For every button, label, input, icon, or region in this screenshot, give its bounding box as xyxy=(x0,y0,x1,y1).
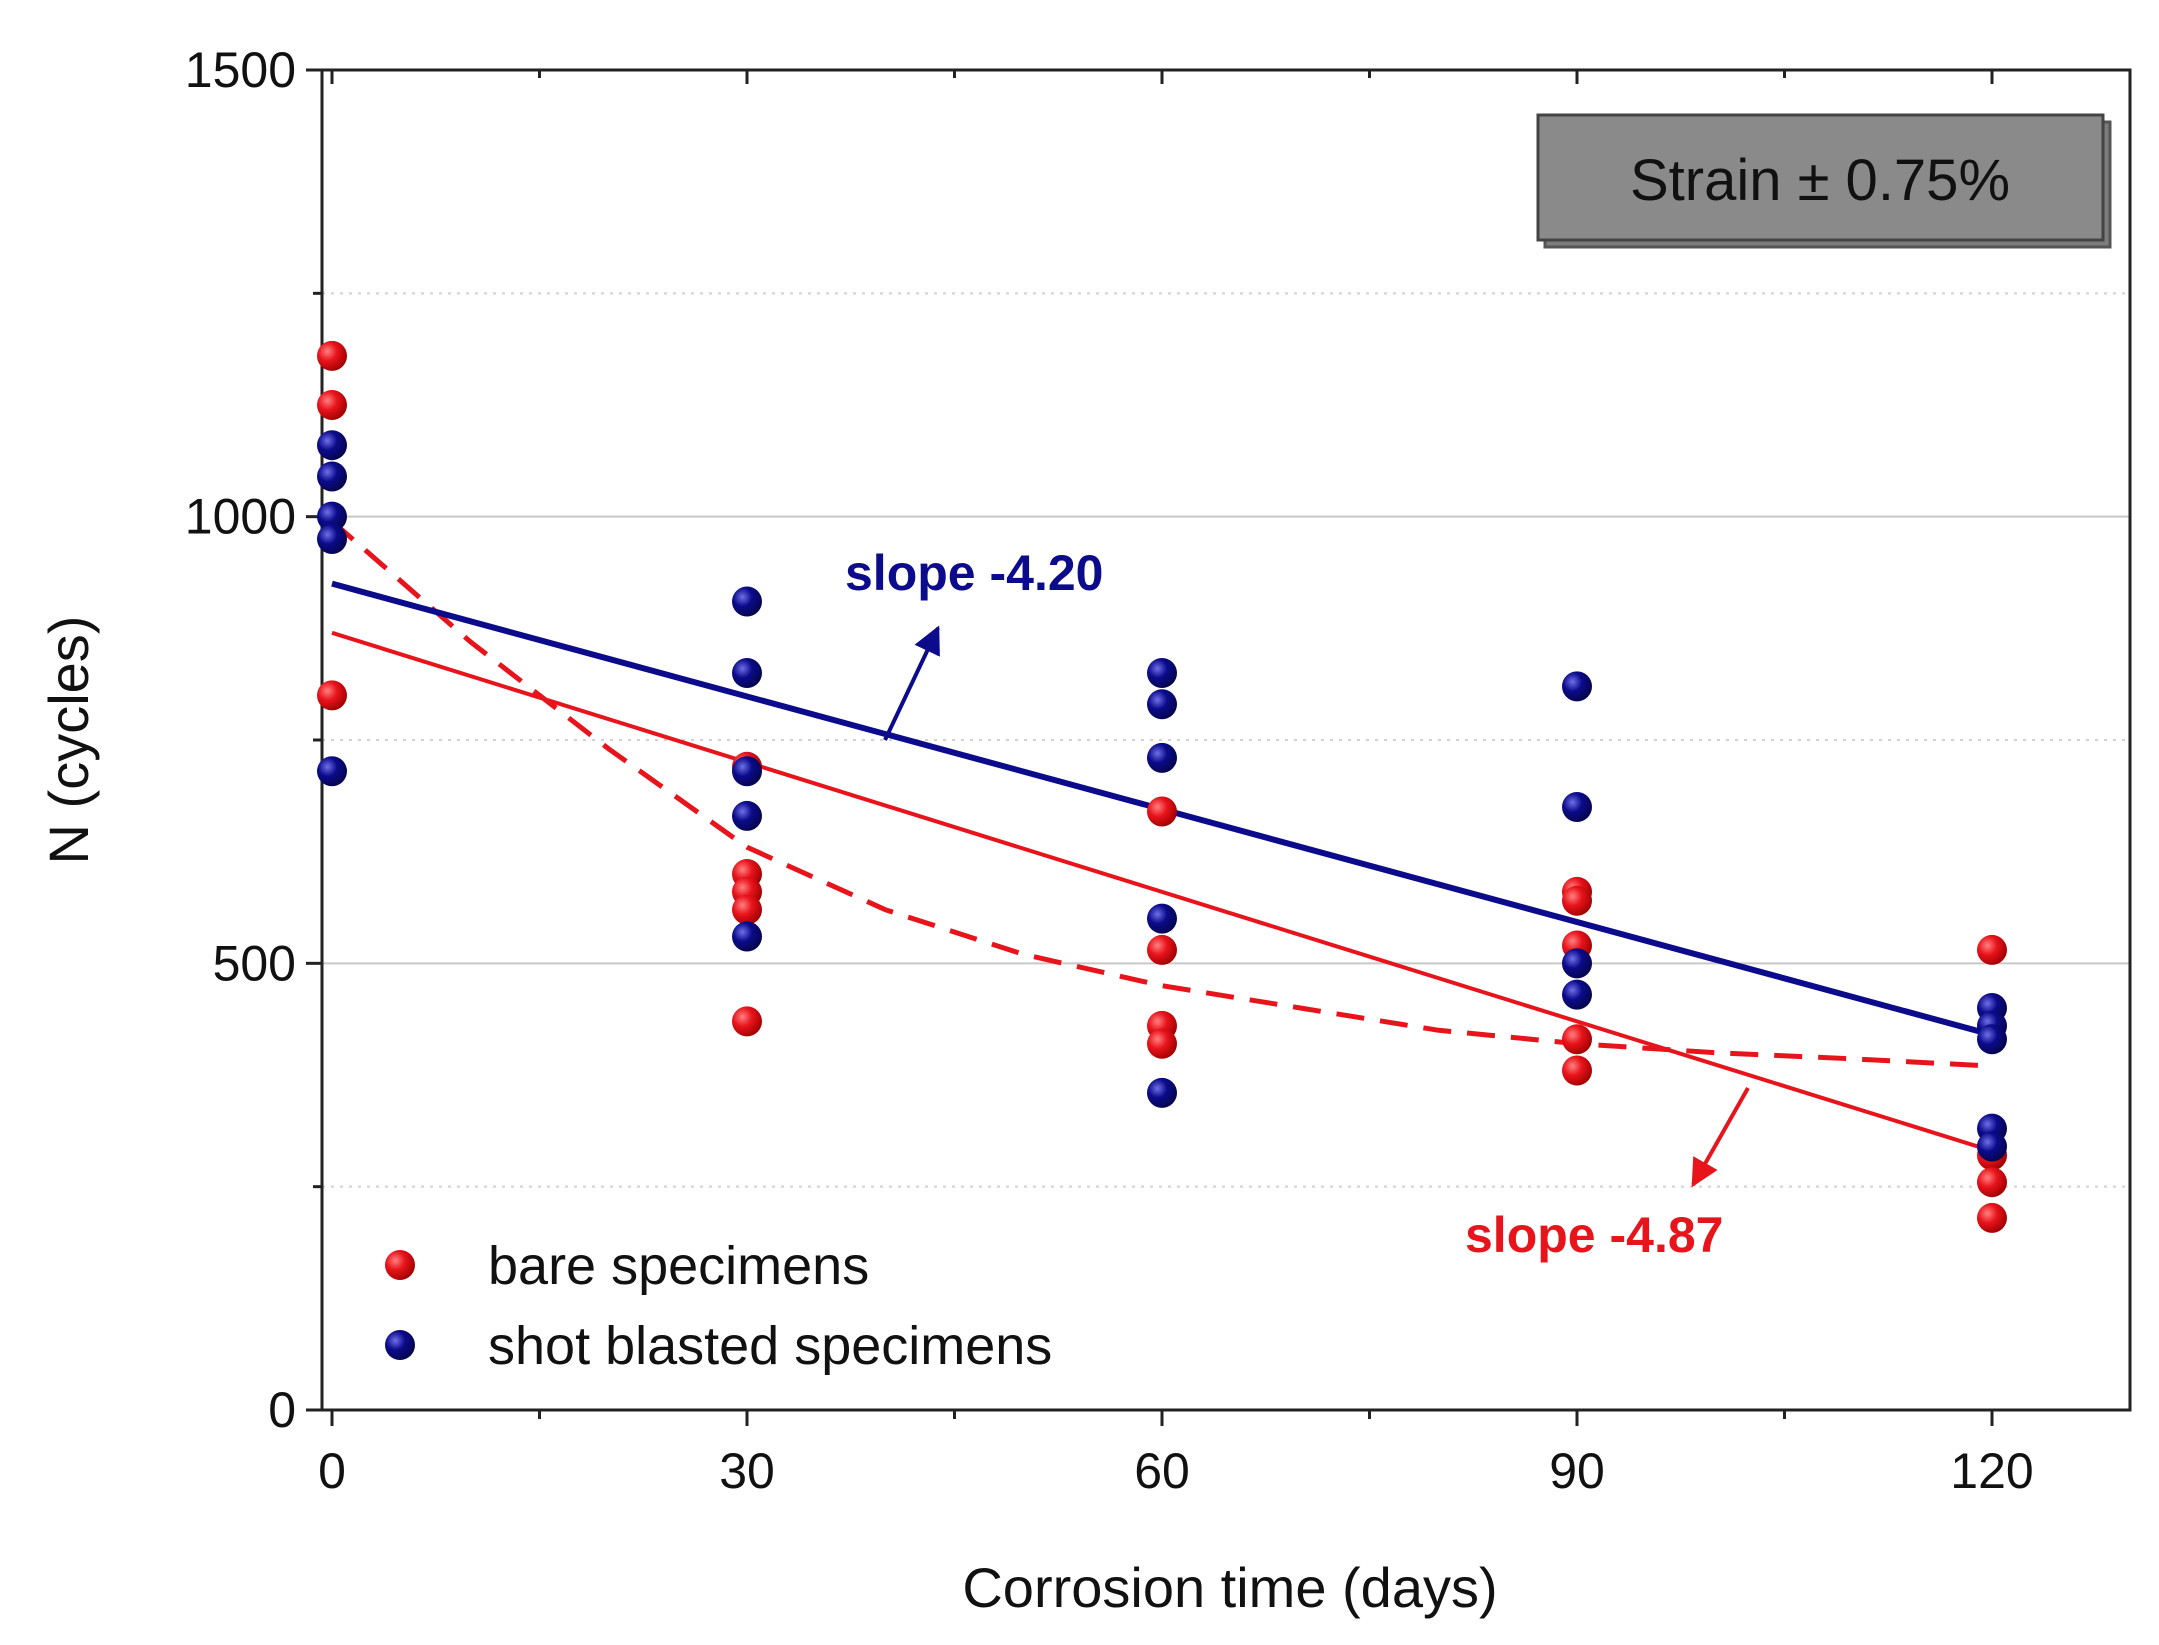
legend-marker-bare xyxy=(385,1250,415,1280)
bare-data-point xyxy=(317,340,347,371)
shot-blasted-data-point xyxy=(1562,792,1592,822)
legend: bare specimens shot blasted specimens xyxy=(385,1236,1052,1376)
shot-blasted-data-point xyxy=(732,658,762,688)
shot-blasted-data-point xyxy=(317,524,347,554)
x-axis-title: Corrosion time (days) xyxy=(962,1556,1497,1619)
grid-lines xyxy=(322,292,2130,1188)
bare-data-point xyxy=(317,390,347,420)
data-points xyxy=(317,340,2007,1233)
red-slope-arrow xyxy=(1691,1087,1750,1188)
shot-blasted-data-point xyxy=(732,921,762,952)
bare-data-point xyxy=(1977,934,2007,965)
bare-data-point xyxy=(1977,1202,2007,1233)
axis-ticks: 0 500 1000 1500 0 30 60 90 120 xyxy=(185,42,2034,1499)
shot-blasted-data-point xyxy=(1562,671,1592,702)
y-tick-label: 1500 xyxy=(185,42,296,98)
shot-blasted-data-point xyxy=(1147,1077,1177,1108)
bare-data-point xyxy=(1147,796,1177,827)
bare-trend-curve xyxy=(330,519,1993,1069)
blue-slope-arrow xyxy=(883,625,940,741)
strain-box-face xyxy=(1536,113,2105,242)
x-tick-label: 60 xyxy=(1134,1443,1190,1499)
bare-data-point xyxy=(1562,1024,1592,1055)
bare-data-point xyxy=(732,1006,762,1037)
shot-blasted-data-point xyxy=(1147,689,1177,720)
legend-label-bare: bare specimens xyxy=(488,1236,869,1296)
shot-blasted-data-point xyxy=(732,800,762,831)
y-tick-label: 0 xyxy=(268,1382,296,1438)
shot-blasted-data-point xyxy=(732,756,762,787)
shot-blasted-data-point xyxy=(732,586,762,617)
shot-blasted-data-point xyxy=(1977,1024,2007,1055)
bare-data-point xyxy=(317,680,347,711)
shot-blasted-data-point xyxy=(1147,658,1177,688)
slope-annotations: slope -4.20 slope -4.87 xyxy=(845,545,1750,1263)
x-tick-label: 30 xyxy=(719,1443,775,1499)
shot-blasted-data-point xyxy=(1147,903,1177,934)
bare-data-point xyxy=(1147,1028,1177,1059)
bare-linear-fit xyxy=(331,630,1993,1153)
shot-blasted-data-point xyxy=(1562,979,1592,1010)
y-axis-title: N (cycles) xyxy=(37,616,100,865)
y-tick-label: 1000 xyxy=(185,489,296,545)
strain-annotation-box: Strain ± 0.75% xyxy=(1536,113,2112,249)
y-tick-label: 500 xyxy=(213,935,296,991)
bare-data-point xyxy=(1562,885,1592,916)
red-slope-label: slope -4.87 xyxy=(1465,1207,1723,1263)
shot-blasted-data-point xyxy=(317,430,347,461)
shot-blasted-data-point xyxy=(317,461,347,492)
shot-blasted-data-point xyxy=(317,756,347,787)
legend-label-shot-blasted: shot blasted specimens xyxy=(488,1316,1052,1376)
x-tick-label: 90 xyxy=(1549,1443,1605,1499)
blue-slope-label: slope -4.20 xyxy=(845,545,1103,601)
shot-blasted-data-point xyxy=(1562,948,1592,979)
strain-label: Strain ± 0.75% xyxy=(1630,148,2010,213)
x-tick-label: 120 xyxy=(1950,1443,2033,1499)
bare-data-point xyxy=(1147,934,1177,965)
bare-data-point xyxy=(1977,1167,2007,1198)
shot-blasted-data-point xyxy=(1147,742,1177,773)
bare-data-point xyxy=(732,894,762,925)
shot-blasted-data-point xyxy=(1977,1131,2007,1162)
x-tick-label: 0 xyxy=(318,1443,346,1499)
bare-data-point xyxy=(1562,1055,1592,1086)
shot-blasted-data-point xyxy=(317,501,347,532)
legend-marker-shot-blasted xyxy=(385,1330,415,1360)
